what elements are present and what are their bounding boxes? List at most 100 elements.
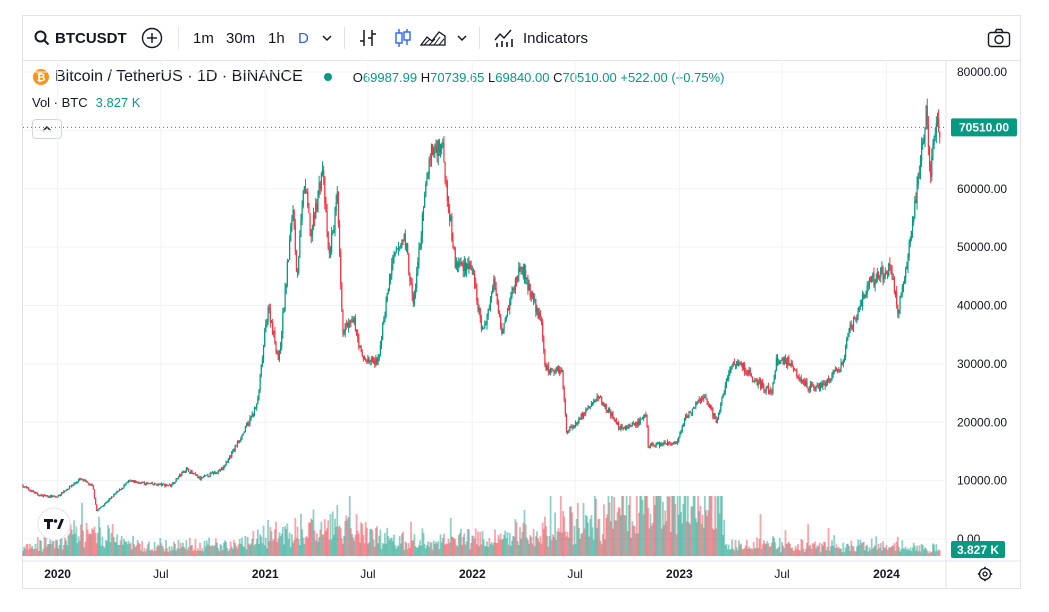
candle-body — [756, 381, 758, 385]
candle-body — [589, 406, 591, 408]
candle-body — [64, 491, 66, 493]
candle-body — [147, 482, 149, 484]
indicators-button[interactable]: Indicators — [493, 15, 588, 61]
volume-bar — [718, 513, 721, 556]
candle-body — [622, 427, 624, 429]
candle-body — [745, 371, 747, 373]
candle-body — [143, 481, 146, 484]
volume-bar — [677, 514, 680, 556]
price-tick-label: 30000.00 — [957, 357, 1007, 371]
volume-bar — [180, 547, 183, 556]
volume-bar — [277, 538, 280, 556]
volume-bar — [408, 548, 411, 556]
volume-bar — [590, 515, 593, 556]
volume-bar — [279, 536, 282, 556]
candle-body — [835, 370, 838, 372]
volume-bar — [516, 541, 519, 556]
volume-bar — [831, 540, 833, 556]
candle-body — [899, 296, 901, 311]
candle-body — [497, 304, 499, 312]
candle-body — [785, 361, 788, 365]
chart-type-dropdown[interactable] — [456, 15, 468, 61]
volume-bar — [378, 535, 381, 556]
candle-body — [925, 105, 927, 130]
compare-button[interactable] — [141, 15, 163, 61]
candle-body — [460, 261, 462, 265]
area-chart-button[interactable] — [419, 15, 447, 61]
candle-body — [807, 387, 809, 390]
candle-body — [151, 482, 153, 485]
candle-body — [260, 364, 262, 376]
candle-body — [99, 507, 101, 509]
candle-body — [719, 411, 721, 414]
candle-body — [731, 365, 733, 367]
volume-bar — [256, 529, 259, 556]
volume-bar — [47, 543, 49, 556]
volume-bar — [244, 535, 247, 556]
volume-bar — [920, 543, 923, 556]
volume-bar — [521, 532, 524, 556]
candle-body — [39, 495, 41, 497]
volume-bar — [242, 546, 245, 556]
candle-body — [496, 293, 498, 305]
candle-body — [292, 210, 294, 221]
candle-body — [771, 391, 773, 393]
bar-style-button[interactable] — [358, 15, 378, 61]
volume-bar — [314, 540, 317, 556]
volume-bar — [245, 549, 248, 556]
candle-body — [508, 308, 510, 310]
interval-30m[interactable]: 30m — [226, 15, 255, 61]
volume-bar — [798, 550, 800, 556]
candles-button[interactable] — [393, 15, 413, 61]
interval-dropdown[interactable] — [321, 15, 333, 61]
volume-bar — [405, 542, 408, 556]
candle-body — [916, 184, 918, 203]
candle-body — [530, 292, 532, 297]
volume-bar — [823, 541, 825, 556]
interval-1h[interactable]: 1h — [268, 15, 285, 61]
candle-body — [551, 368, 553, 370]
candle-body — [882, 267, 884, 280]
candle-body — [178, 474, 181, 478]
candle-body — [303, 186, 305, 192]
volume-bar — [416, 547, 419, 556]
chart-frame — [22, 15, 1021, 589]
candle-body — [776, 358, 779, 364]
last-price-badge — [951, 118, 1017, 137]
candle-body — [713, 413, 715, 417]
last-volume-label: 3.827 K — [957, 543, 999, 557]
candle-body — [130, 480, 132, 482]
interval-1m[interactable]: 1m — [193, 15, 214, 61]
volume-bar — [868, 547, 871, 556]
candle-body — [192, 473, 194, 475]
tradingview-logo[interactable] — [37, 507, 71, 541]
candle-body — [468, 262, 470, 269]
candle-body — [253, 408, 256, 416]
volume-bar — [101, 536, 104, 556]
price-axis[interactable]: 80000.0070000.0060000.0050000.0040000.00… — [957, 65, 1007, 546]
volume-bar — [81, 502, 83, 556]
candle-body — [325, 203, 327, 211]
volume-bar — [554, 512, 557, 556]
volume-bar — [310, 518, 313, 556]
settings-icon[interactable] — [977, 566, 993, 582]
volume-bar — [715, 528, 718, 556]
volume-bar — [710, 496, 713, 556]
volume-bar — [895, 541, 898, 556]
volume-bar — [534, 536, 537, 556]
volume-bar — [401, 533, 403, 556]
snapshot-button[interactable] — [987, 15, 1011, 61]
volume-bar — [876, 549, 879, 556]
symbol-search[interactable]: BTCUSDT — [34, 15, 127, 61]
time-axis[interactable]: 2020 Jul 2021 Jul 2022 Jul 2023 Jul 2024 — [44, 567, 900, 581]
candle-body — [489, 298, 492, 310]
candle-body — [317, 194, 319, 211]
candle-body — [443, 143, 445, 163]
candle-body — [368, 358, 370, 362]
low-value: 69840.00 — [495, 69, 550, 85]
interval-d[interactable]: D — [298, 15, 309, 61]
candle-body — [268, 307, 270, 309]
candle-body — [755, 380, 757, 382]
volume-bar — [676, 496, 679, 556]
